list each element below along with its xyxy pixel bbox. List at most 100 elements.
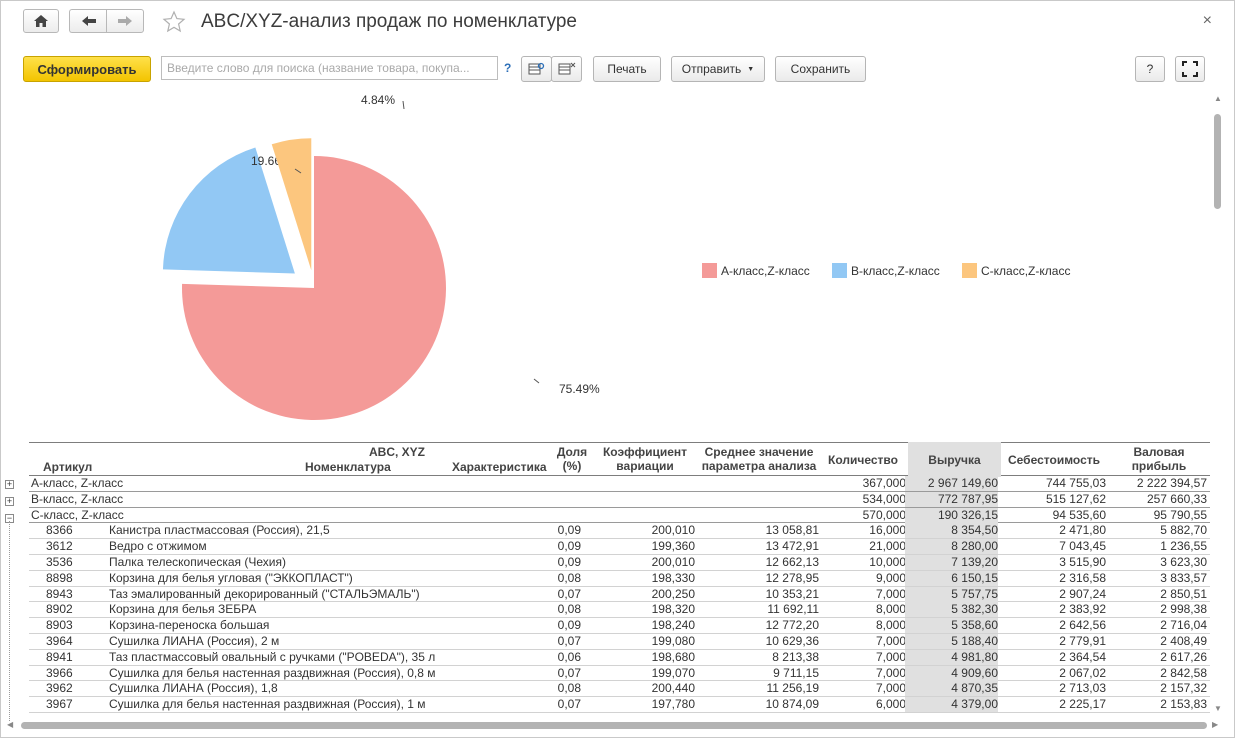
cell-article: 8366 — [46, 523, 73, 538]
table-row[interactable]: 3966 Сушилка для белья настенная раздвижн… — [29, 665, 1210, 682]
search-help-icon[interactable]: ? — [504, 61, 512, 75]
header-abc-xyz: ABC, XYZ — [369, 445, 426, 459]
find-clear-button[interactable] — [551, 56, 582, 82]
cell-article: 3966 — [46, 665, 73, 680]
header-revenue: Выручка — [928, 453, 981, 467]
cell-qty: 16,000 — [869, 523, 906, 538]
favorite-star-icon[interactable] — [162, 10, 186, 34]
table-row[interactable]: 8943 Таз эмалированный декорированный ("С… — [29, 586, 1210, 603]
horizontal-scrollbar[interactable]: ◀ ▶ — [1, 718, 1226, 732]
expand-icon[interactable]: + — [5, 495, 14, 506]
cell-avg: 9 711,15 — [773, 665, 819, 680]
table-body: А-класс, Z-класс 367,000 2 967 149,60 744 7… — [29, 476, 1210, 713]
cell-share: 0,09 — [557, 523, 581, 538]
cell-revenue: 4 870,35 — [905, 681, 998, 697]
table-row[interactable]: 8898 Корзина для белья угловая ("ЭККОПЛАС… — [29, 570, 1210, 587]
help-button[interactable]: ? — [1135, 56, 1165, 82]
group-profit: 95 790,55 — [1153, 507, 1207, 522]
cell-cost: 2 067,02 — [1059, 665, 1106, 680]
group-row[interactable]: А-класс, Z-класс 367,000 2 967 149,60 744 7… — [29, 476, 1210, 492]
pie-leader-2 — [294, 168, 302, 174]
pie-leader-3 — [402, 100, 405, 110]
cell-revenue: 5 382,30 — [905, 602, 998, 618]
group-row[interactable]: С-класс, Z-класс 570,000 190 326,15 94 535,… — [29, 507, 1210, 524]
cell-share: 0,08 — [557, 602, 581, 617]
table-row[interactable]: 8902 Корзина для белья ЗЕБРА 0,08 198,320 11… — [29, 602, 1210, 619]
horizontal-scroll-thumb[interactable] — [21, 722, 1207, 729]
scroll-right-icon[interactable]: ▶ — [1212, 720, 1219, 729]
group-revenue: 190 326,15 — [905, 507, 998, 523]
home-button[interactable] — [23, 9, 59, 33]
generate-button[interactable]: Сформировать — [23, 56, 151, 82]
close-icon[interactable]: × — [1202, 12, 1212, 29]
cell-revenue: 8 354,50 — [905, 523, 998, 539]
cell-qty: 7,000 — [875, 649, 906, 664]
table-row[interactable]: 3962 Сушилка ЛИАНА (Россия), 1,8 0,08 200,4… — [29, 681, 1210, 698]
arrow-left-icon — [81, 16, 96, 26]
header-article: Артикул — [43, 460, 93, 474]
cell-avg: 8 213,38 — [772, 649, 819, 664]
scroll-up-icon[interactable]: ▲ — [1214, 94, 1222, 103]
cell-article: 8902 — [46, 602, 73, 617]
cell-qty: 9,000 — [875, 570, 906, 585]
cell-profit: 1 236,55 — [1160, 539, 1207, 554]
vertical-scroll-thumb[interactable] — [1214, 114, 1221, 209]
cell-cost: 2 383,92 — [1059, 602, 1106, 617]
cell-revenue: 5 358,60 — [905, 618, 998, 634]
scroll-left-icon[interactable]: ◀ — [7, 720, 14, 729]
cell-coef: 197,780 — [651, 697, 695, 712]
cell-qty: 10,000 — [869, 554, 906, 569]
group-row[interactable]: В-класс, Z-класс 534,000 772 787,95 515 127… — [29, 491, 1210, 508]
cell-avg: 11 692,11 — [767, 602, 819, 617]
table-row[interactable]: 3967 Сушилка для белья настенная раздвижн… — [29, 697, 1210, 713]
cell-revenue: 8 280,00 — [905, 539, 998, 555]
cell-profit: 2 153,83 — [1160, 697, 1207, 712]
cell-name: Корзина для белья ЗЕБРА — [109, 602, 257, 617]
fullscreen-button[interactable] — [1175, 56, 1205, 82]
table-header: ABC, XYZ Артикул Номенклатура Характерис… — [29, 442, 1210, 477]
chevron-down-icon: ▼ — [747, 65, 755, 73]
cell-avg: 10 629,36 — [765, 633, 819, 648]
cell-revenue: 4 909,60 — [905, 665, 998, 681]
table-row[interactable]: 8366 Канистра пластмассовая (Россия), 21,… — [29, 523, 1210, 540]
scroll-down-icon[interactable]: ▼ — [1214, 704, 1222, 713]
cell-revenue: 4 379,00 — [905, 697, 998, 713]
group-cost: 515 127,62 — [1045, 491, 1106, 506]
cell-revenue: 5 757,75 — [905, 586, 998, 602]
report-table: ABC, XYZ Артикул Номенклатура Характерис… — [29, 442, 1210, 713]
table-row[interactable]: 8903 Корзина-переноска большая 0,09 198,240… — [29, 618, 1210, 634]
cell-name: Палка телескопическая (Чехия) — [109, 554, 286, 569]
cell-share: 0,07 — [557, 586, 581, 601]
group-profit: 2 222 394,57 — [1136, 476, 1207, 490]
back-button[interactable] — [69, 9, 107, 33]
cell-qty: 6,000 — [875, 697, 906, 712]
legend-swatch-1 — [702, 263, 717, 278]
find-in-table-icon — [528, 62, 544, 75]
cell-avg: 13 058,81 — [765, 523, 819, 538]
cell-profit: 2 716,04 — [1160, 618, 1207, 633]
expand-icon[interactable]: + — [5, 479, 14, 489]
search-input[interactable]: Введите слово для поиска (название товар… — [161, 56, 498, 80]
header-coef: Коэффициент вариации — [602, 445, 688, 473]
group-qty: 570,000 — [862, 507, 906, 522]
cell-qty: 7,000 — [875, 586, 906, 601]
cell-qty: 7,000 — [875, 681, 906, 696]
cell-cost: 2 713,03 — [1059, 681, 1106, 696]
table-row[interactable]: 3964 Сушилка ЛИАНА (Россия), 2 м 0,07 199,0… — [29, 633, 1210, 650]
send-label: Отправить — [681, 62, 742, 76]
cell-coef: 198,680 — [651, 649, 695, 664]
cell-coef: 198,240 — [651, 618, 695, 633]
pie-label-3: 4.84% — [361, 93, 395, 107]
forward-button[interactable] — [106, 9, 144, 33]
table-row[interactable]: 3536 Палка телескопическая (Чехия) 0,09 200… — [29, 554, 1210, 571]
send-button[interactable]: Отправить ▼ — [671, 56, 765, 82]
print-button[interactable]: Печать — [593, 56, 661, 82]
find-button[interactable] — [521, 56, 552, 82]
cell-cost: 2 364,54 — [1059, 649, 1106, 664]
group-revenue: 772 787,95 — [905, 491, 998, 507]
group-name: А-класс, Z-класс — [31, 476, 124, 490]
vertical-scrollbar[interactable]: ▲ ▼ — [1211, 94, 1225, 716]
save-button[interactable]: Сохранить — [775, 56, 866, 82]
table-row[interactable]: 8941 Таз пластмассовый овальный с ручками… — [29, 649, 1210, 666]
table-row[interactable]: 3612 Ведро с отжимом 0,09 199,360 13 472,91 2… — [29, 539, 1210, 555]
